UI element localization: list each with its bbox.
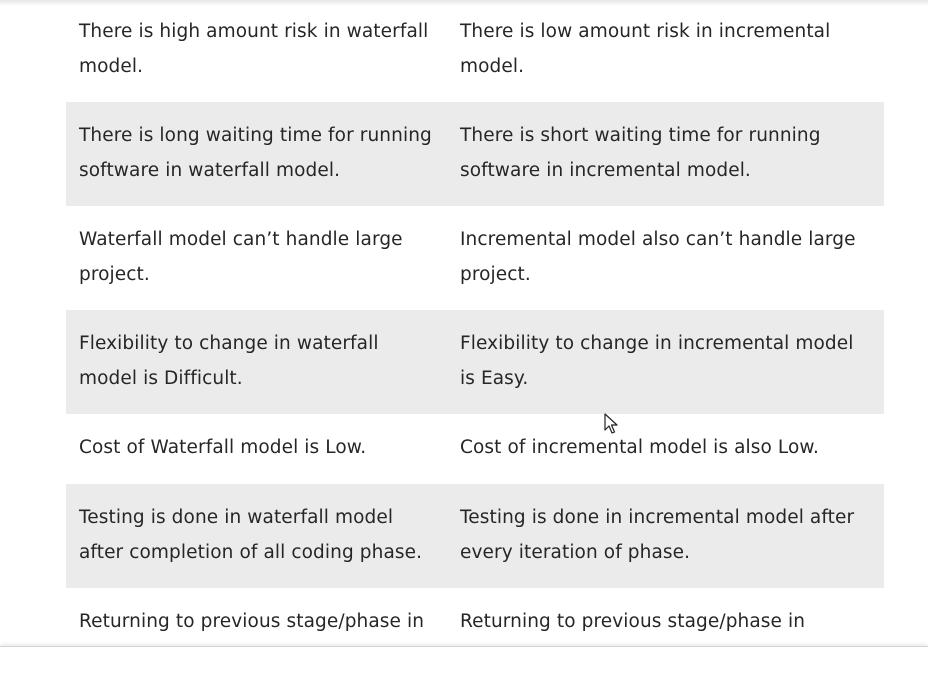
table-cell-incremental: Flexibility to change in incremental mod… bbox=[447, 310, 884, 414]
table-row: Waterfall model can’t handle large proje… bbox=[66, 206, 884, 310]
table-row: There is long waiting time for running s… bbox=[66, 102, 884, 206]
page-viewport[interactable]: There is high amount risk in waterfall m… bbox=[0, 0, 928, 648]
table-row: Testing is done in waterfall model after… bbox=[66, 484, 884, 588]
comparison-table: There is high amount risk in waterfall m… bbox=[66, 0, 884, 648]
table-row: Flexibility to change in waterfall model… bbox=[66, 310, 884, 414]
table-row: Cost of Waterfall model is Low. Cost of … bbox=[66, 414, 884, 484]
table-cell-waterfall: Returning to previous stage/phase in bbox=[79, 611, 425, 632]
table-cell-incremental: Returning to previous stage/phase in bbox=[460, 611, 806, 632]
table-row: There is high amount risk in waterfall m… bbox=[66, 0, 884, 102]
mouse-pointer-icon bbox=[604, 413, 618, 439]
top-scroll-shadow bbox=[0, 0, 928, 6]
table-cell-incremental: There is low amount risk in incremental … bbox=[460, 21, 831, 77]
table-row: Returning to previous stage/phase in Ret… bbox=[66, 588, 884, 648]
table-cell-waterfall: Flexibility to change in waterfall model… bbox=[66, 310, 447, 414]
table-cell-waterfall: Waterfall model can’t handle large proje… bbox=[79, 229, 403, 285]
table-cell-waterfall: There is long waiting time for running s… bbox=[66, 102, 447, 206]
table-cell-waterfall: Cost of Waterfall model is Low. bbox=[79, 437, 367, 458]
table-cell-incremental: Testing is done in incremental model aft… bbox=[447, 484, 884, 588]
table-cell-incremental: There is short waiting time for running … bbox=[447, 102, 884, 206]
table-cell-waterfall: There is high amount risk in waterfall m… bbox=[79, 21, 429, 77]
table-cell-incremental: Incremental model also can’t handle larg… bbox=[460, 229, 856, 285]
table-cell-incremental: Cost of incremental model is also Low. bbox=[460, 437, 819, 458]
bottom-bar bbox=[0, 646, 928, 674]
table-cell-waterfall: Testing is done in waterfall model after… bbox=[66, 484, 447, 588]
